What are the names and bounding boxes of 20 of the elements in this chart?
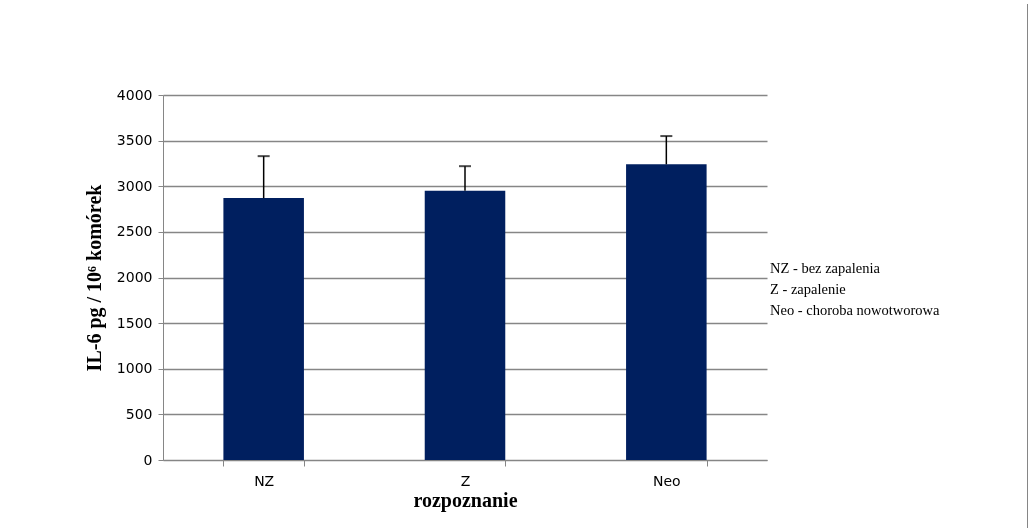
y-tick-label: 2000 <box>116 269 153 285</box>
x-tick-label: Z <box>460 472 471 489</box>
y-tick-label: 1500 <box>116 314 153 331</box>
text: NZ - bez zapalenia <box>770 259 881 278</box>
text: Neo - choroba nowotworowa <box>770 301 940 320</box>
x-tick-label: NZ <box>254 472 275 489</box>
x-axis-title: rozpoznanie <box>413 488 518 512</box>
bar <box>424 190 506 460</box>
y-tick-label: 2500 <box>116 223 153 240</box>
y-tick-label: 1000 <box>116 360 153 377</box>
y-tick-label: 0 <box>143 451 153 468</box>
y-tick-label: 500 <box>125 405 153 422</box>
text: Z - zapalenie <box>770 280 847 299</box>
bar <box>223 198 304 460</box>
bar <box>626 164 707 460</box>
y-tick-label: 3500 <box>116 132 153 149</box>
y-tick-label: 3000 <box>116 177 153 194</box>
y-tick-label: 4000 <box>116 86 153 103</box>
y-axis-title: IL-6 pg / 10⁶ komórek <box>82 183 106 372</box>
x-tick-label: Neo <box>653 472 681 489</box>
